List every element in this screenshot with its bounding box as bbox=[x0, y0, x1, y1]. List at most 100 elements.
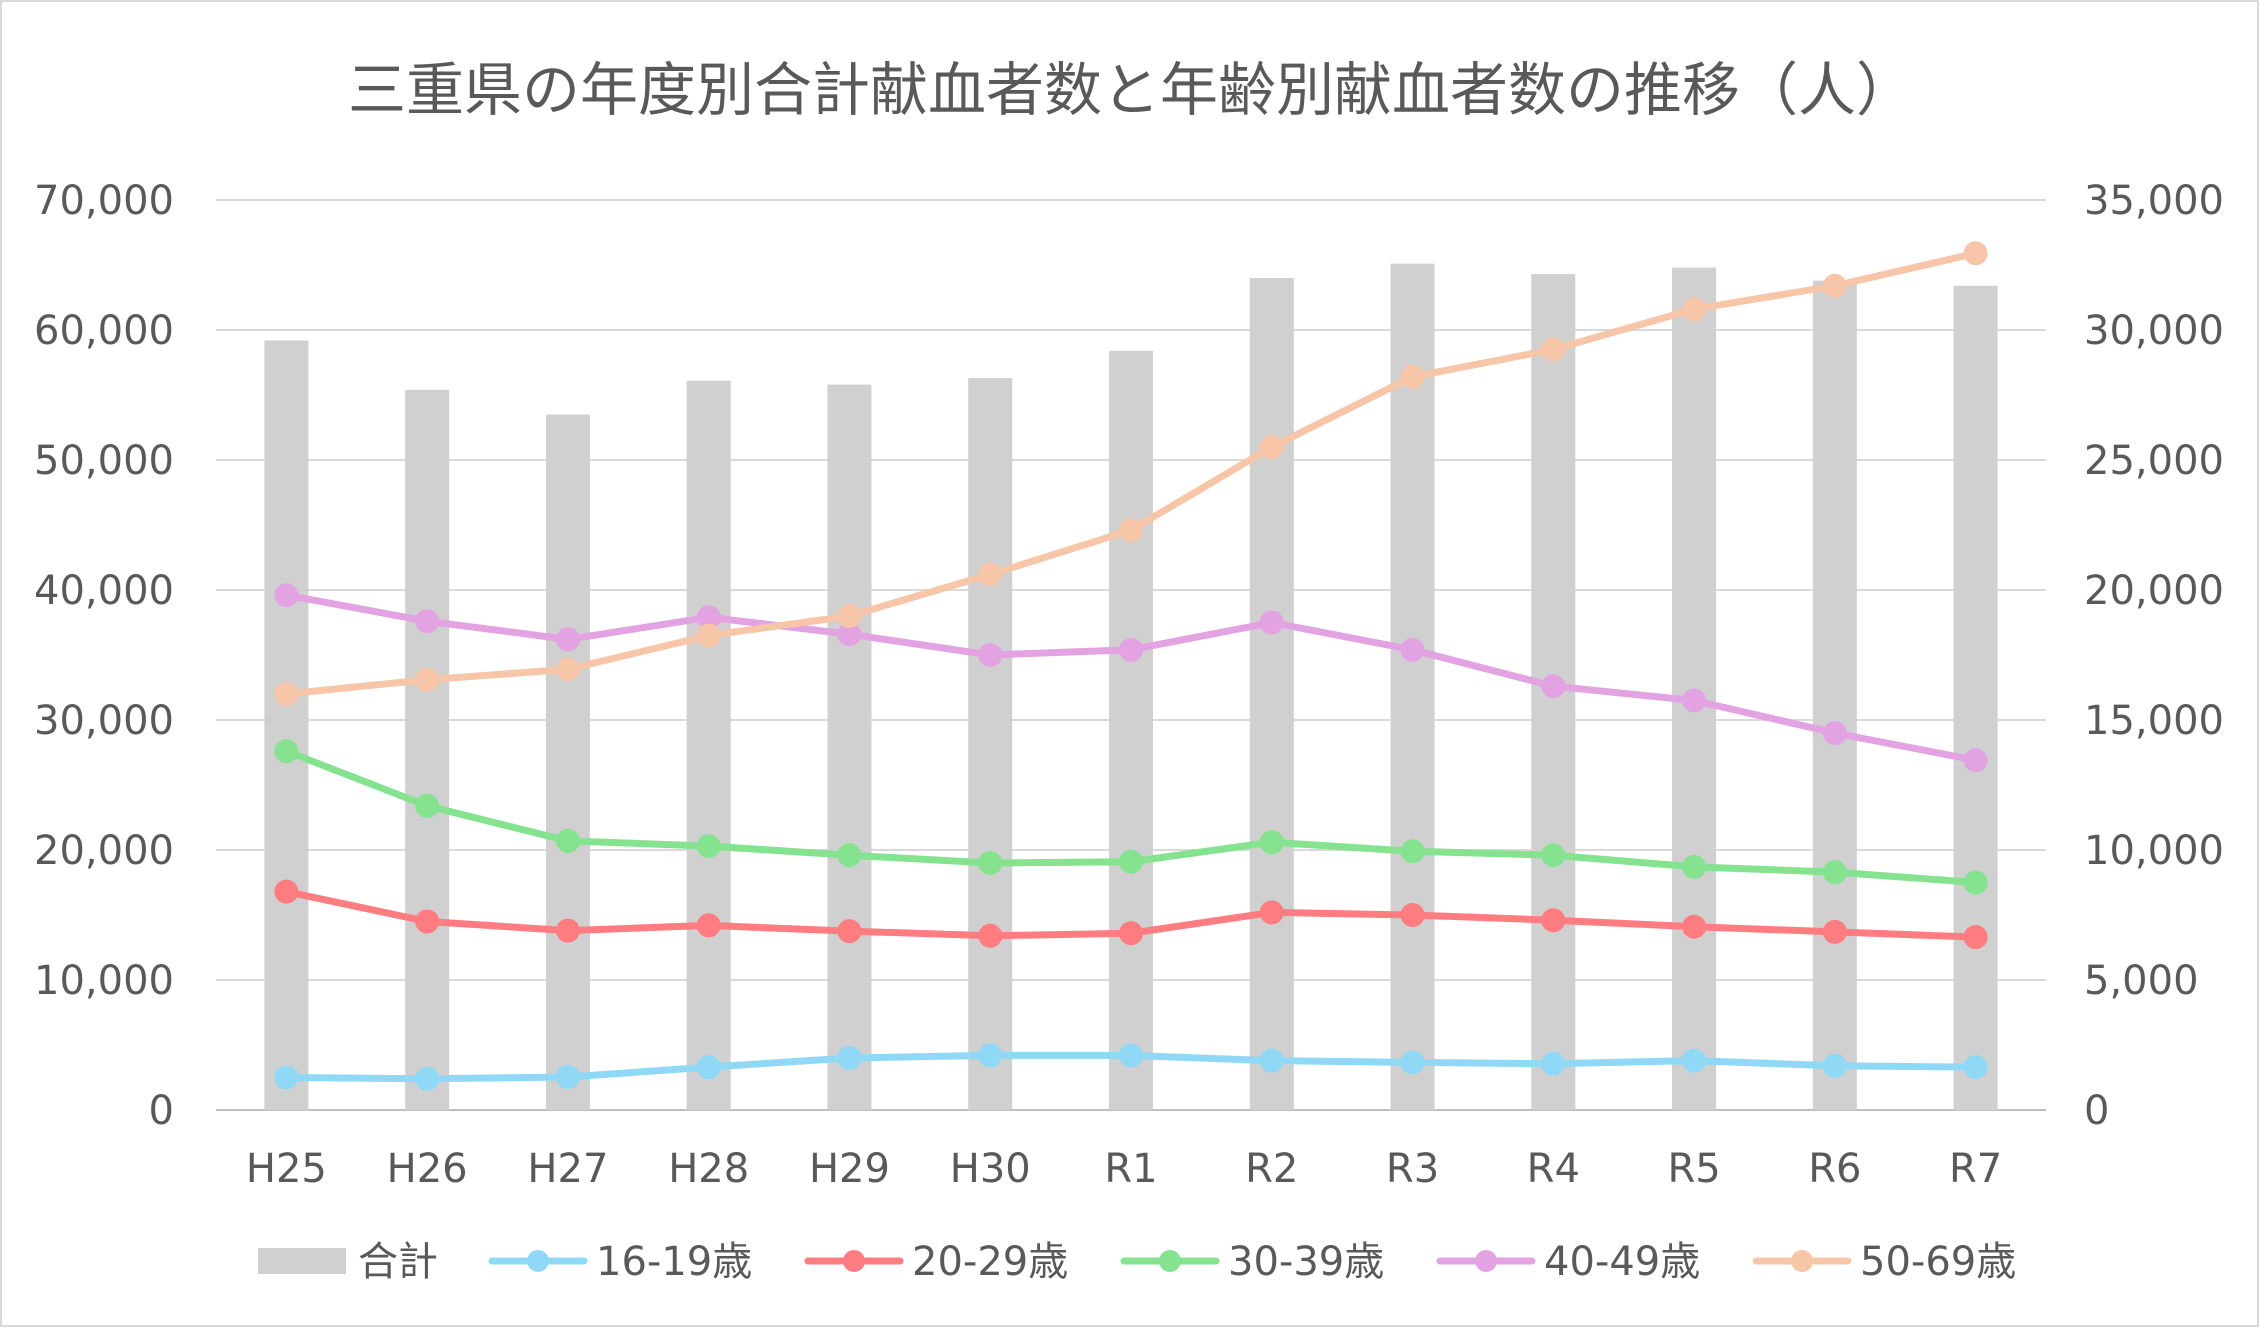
legend-swatch-marker bbox=[843, 1250, 865, 1272]
data-point bbox=[978, 562, 1003, 587]
data-point bbox=[1259, 435, 1284, 459]
data-point bbox=[415, 609, 440, 634]
data-point bbox=[1541, 1051, 1566, 1076]
data-point bbox=[978, 1043, 1003, 1068]
data-point bbox=[1963, 925, 1988, 950]
data-point bbox=[1400, 364, 1425, 389]
data-point bbox=[1822, 919, 1847, 944]
x-axis-tick-label: R5 bbox=[1667, 1146, 1720, 1192]
data-point bbox=[415, 667, 440, 692]
data-point bbox=[415, 793, 440, 818]
data-point bbox=[1541, 843, 1566, 868]
bar-R2 bbox=[1249, 278, 1294, 1110]
bar-R1 bbox=[1109, 350, 1153, 1110]
data-point bbox=[274, 739, 299, 764]
data-point bbox=[1682, 914, 1707, 939]
data-point bbox=[837, 604, 862, 628]
right-axis-tick-label: 35,000 bbox=[2084, 178, 2224, 224]
data-point bbox=[696, 623, 721, 648]
bar-H27 bbox=[545, 414, 590, 1110]
data-point bbox=[1963, 1055, 1988, 1080]
data-point bbox=[696, 1055, 721, 1080]
data-point bbox=[274, 682, 299, 706]
x-axis-tick-label: H25 bbox=[246, 1146, 327, 1192]
left-axis-tick-label: 60,000 bbox=[34, 308, 174, 354]
data-point bbox=[555, 657, 580, 682]
legend-label: 合計 bbox=[358, 1239, 438, 1285]
legend-label: 20-29歳 bbox=[912, 1239, 1068, 1285]
left-axis-tick-label: 50,000 bbox=[34, 438, 174, 484]
legend-swatch-bar bbox=[258, 1248, 346, 1274]
bar-H30 bbox=[968, 378, 1013, 1111]
left-axis-tick-label: 20,000 bbox=[34, 828, 174, 874]
data-point bbox=[1682, 688, 1707, 713]
x-axis-tick-label: R2 bbox=[1245, 1146, 1298, 1192]
legend-label: 40-49歳 bbox=[1544, 1239, 1700, 1285]
right-axis-tick-label: 10,000 bbox=[2084, 828, 2224, 874]
data-point bbox=[1822, 273, 1847, 298]
data-point bbox=[1400, 1050, 1425, 1075]
data-point bbox=[1963, 748, 1988, 773]
right-axis-tick-label: 15,000 bbox=[2084, 698, 2224, 744]
bar-H26 bbox=[405, 389, 450, 1110]
legend-swatch-marker bbox=[1475, 1250, 1497, 1272]
line-layer bbox=[274, 241, 1988, 1091]
data-point bbox=[696, 913, 721, 938]
legend-label: 30-39歳 bbox=[1228, 1239, 1384, 1285]
chart-title: 三重県の年度別合計献血者数と年齢別献血者数の推移（人） bbox=[348, 56, 1914, 124]
legend-swatch-marker bbox=[527, 1250, 549, 1272]
data-point bbox=[978, 851, 1003, 875]
data-point bbox=[274, 879, 299, 904]
data-point bbox=[1822, 721, 1847, 745]
x-axis-tick-label: R6 bbox=[1808, 1146, 1861, 1192]
bar-layer bbox=[264, 263, 1998, 1111]
data-point bbox=[1963, 870, 1988, 895]
left-axis-tick-label: 30,000 bbox=[34, 698, 174, 744]
data-point bbox=[837, 1046, 862, 1070]
data-point bbox=[555, 627, 580, 652]
data-point bbox=[1822, 860, 1847, 885]
data-point bbox=[1822, 1053, 1847, 1078]
data-point bbox=[1119, 518, 1143, 543]
bar-R3 bbox=[1390, 263, 1435, 1110]
bar-H28 bbox=[686, 380, 731, 1110]
right-axis-tick-label: 30,000 bbox=[2084, 308, 2224, 354]
x-axis-tick-label: R1 bbox=[1104, 1146, 1157, 1192]
x-axis-tick-label: H28 bbox=[668, 1146, 749, 1192]
data-point bbox=[1682, 854, 1707, 879]
data-point bbox=[415, 909, 440, 934]
data-point bbox=[1119, 637, 1143, 662]
data-point bbox=[1259, 1048, 1284, 1073]
data-point bbox=[1400, 637, 1425, 662]
data-point bbox=[978, 923, 1003, 948]
data-point bbox=[1400, 839, 1425, 864]
data-point bbox=[837, 919, 862, 944]
data-point bbox=[1541, 337, 1566, 362]
legend-label: 16-19歳 bbox=[596, 1239, 752, 1285]
data-point bbox=[1541, 674, 1566, 699]
data-point bbox=[274, 583, 299, 608]
right-axis-tick-label: 20,000 bbox=[2084, 568, 2224, 614]
x-axis-tick-label: R4 bbox=[1527, 1146, 1580, 1192]
data-point bbox=[1963, 241, 1988, 266]
left-axis-tick-label: 0 bbox=[149, 1088, 174, 1134]
data-point bbox=[1682, 297, 1707, 322]
data-point bbox=[555, 828, 580, 853]
x-axis-tick-label: R3 bbox=[1386, 1146, 1439, 1192]
x-axis-tick-label: H27 bbox=[527, 1146, 608, 1192]
data-point bbox=[274, 1065, 299, 1090]
data-point bbox=[1682, 1048, 1707, 1073]
data-point bbox=[415, 1066, 440, 1091]
data-point bbox=[696, 834, 721, 859]
legend: 合計 16-19歳 20-29歳 30-39歳 40-49歳 50-69歳 bbox=[258, 1239, 2016, 1285]
x-axis-tick-label: H26 bbox=[387, 1146, 468, 1192]
data-point bbox=[978, 643, 1003, 667]
legend-swatch-marker bbox=[1159, 1250, 1181, 1272]
right-axis-tick-label: 0 bbox=[2084, 1088, 2109, 1134]
bar-R6 bbox=[1812, 280, 1857, 1111]
data-point bbox=[837, 843, 862, 868]
bar-H25 bbox=[264, 340, 309, 1110]
right-axis-tick-label: 5,000 bbox=[2084, 958, 2199, 1004]
